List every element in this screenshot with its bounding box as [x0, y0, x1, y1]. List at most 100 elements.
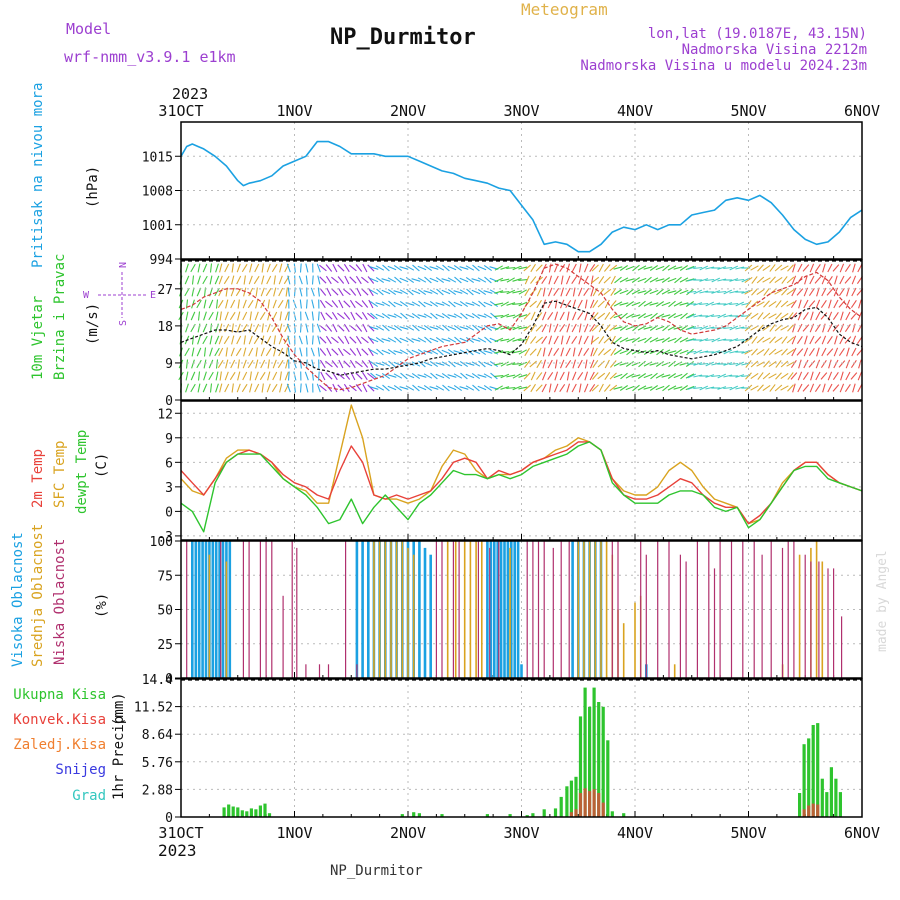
- wind-arrow: [774, 384, 783, 392]
- wind-arrow: [430, 312, 438, 320]
- wind-arrow: [319, 288, 327, 296]
- cloud-bar-low: [259, 541, 261, 678]
- precip-bar-total: [263, 803, 267, 817]
- pressure-ytick-label-0: 994: [150, 253, 174, 268]
- wind-arrow: [524, 347, 530, 357]
- wind-arrow: [279, 383, 283, 393]
- cloud-bar-high: [496, 541, 499, 678]
- cloud-bar-low: [568, 541, 570, 678]
- legend-snow: Snijeg: [55, 762, 106, 778]
- wind-arrow: [751, 276, 758, 284]
- wind-arrow: [237, 299, 240, 309]
- wind-arrow: [230, 347, 235, 357]
- wind-arrow: [325, 312, 333, 320]
- wind-arrow: [494, 277, 504, 283]
- wind-arrow: [459, 289, 469, 295]
- wind-arrow: [780, 360, 789, 368]
- wind-arrow: [387, 337, 397, 343]
- wind-arrow: [598, 275, 605, 285]
- wind-arrow: [589, 383, 596, 393]
- wind-arrow: [705, 266, 715, 270]
- wind-arrow: [337, 312, 345, 320]
- wind-arrow: [411, 278, 421, 282]
- wind-arrow: [729, 338, 739, 342]
- precip-bar-convective: [807, 805, 811, 817]
- wind-arrow: [249, 263, 253, 273]
- wind-arrow: [781, 276, 788, 284]
- wind-arrow: [249, 311, 252, 321]
- wind-arrow: [769, 384, 776, 392]
- wind-arrow: [591, 264, 599, 272]
- wind-arrow: [319, 348, 327, 356]
- wind-arrow: [411, 349, 421, 355]
- cloud-bar-low: [617, 541, 619, 678]
- wind-arrow: [317, 287, 320, 297]
- wind-arrow: [571, 371, 577, 381]
- wind-arrow: [808, 300, 816, 308]
- precip-bar-convective: [592, 789, 596, 817]
- precip-bar-total: [249, 808, 253, 817]
- wind-arrow: [625, 278, 635, 282]
- wind-arrow: [619, 265, 629, 271]
- wind-arrow: [325, 300, 333, 308]
- wind-arrow: [661, 289, 671, 295]
- wind-arrow: [255, 287, 258, 297]
- wind-arrow: [786, 301, 795, 307]
- wind-arrow: [447, 385, 457, 391]
- wind-arrow: [435, 265, 445, 271]
- wind-arrow: [603, 336, 611, 344]
- wind-arrow: [483, 313, 493, 319]
- wind-arrow: [650, 312, 658, 320]
- pressure-ylabel-name: Pritisak na nivou mora: [30, 83, 46, 268]
- cloud-ylabel-unit: (%): [94, 593, 110, 618]
- wind-arrow: [459, 326, 469, 330]
- legend-freezing-rain: Zaledj.Kisa: [13, 737, 106, 753]
- wind-arrow: [255, 347, 258, 357]
- wind-arrow: [632, 264, 640, 272]
- wind-arrow: [768, 313, 777, 319]
- wind-arrow: [286, 263, 291, 273]
- wind-arrow: [603, 384, 611, 392]
- wind-arrow: [278, 335, 283, 345]
- wind-arrow: [610, 287, 617, 297]
- wind-arrow: [375, 265, 385, 271]
- wind-arrow: [763, 360, 770, 368]
- wind-arrow: [209, 383, 213, 393]
- wind-arrow: [673, 373, 683, 379]
- cloud-ytick-label-2: 50: [157, 604, 173, 619]
- wind-arrow: [214, 287, 220, 297]
- wind-arrow: [202, 383, 208, 393]
- cloud-bar-high: [516, 541, 520, 678]
- wind-arrow: [325, 372, 333, 380]
- precip-bar-total: [592, 687, 596, 817]
- coords-label: lon,lat (19.0187E, 43.15N): [648, 26, 867, 42]
- wind-arrow: [554, 311, 559, 321]
- precip-bar-total: [542, 809, 546, 817]
- wind-arrow: [332, 263, 338, 273]
- wind-arrow: [362, 263, 368, 273]
- temperature-ytick-label-5: 12: [157, 407, 173, 422]
- wind-arrow: [229, 371, 236, 381]
- wind-arrow: [349, 264, 357, 272]
- wind-arrow: [850, 359, 857, 369]
- bottom-date-label: 6NOV: [844, 824, 880, 842]
- wind-arrow: [460, 372, 468, 380]
- wind-arrow: [559, 383, 566, 393]
- wind-arrow: [625, 301, 635, 307]
- wind-arrow: [625, 373, 635, 379]
- wind-arrow: [369, 360, 379, 368]
- wind-arrow: [435, 325, 445, 331]
- wind-arrow: [382, 324, 390, 332]
- wind-arrow: [355, 264, 363, 272]
- wind-arrow: [565, 335, 571, 345]
- wind-arrow: [311, 311, 314, 321]
- cloud-bar-low: [713, 568, 716, 678]
- wind-arrow: [500, 373, 510, 379]
- wind-arrow: [566, 383, 571, 393]
- wind-arrow: [536, 347, 542, 357]
- temperature-line-dewpt-temp: [180, 441, 863, 533]
- wind-arrow: [453, 301, 463, 307]
- wind-arrow: [757, 312, 764, 320]
- wind-arrow: [769, 264, 776, 272]
- cloud-bar-high: [506, 541, 510, 678]
